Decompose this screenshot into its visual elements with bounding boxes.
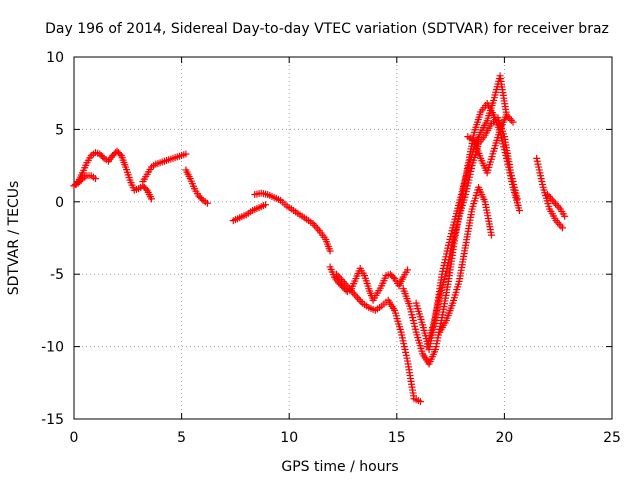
x-tick-label: 25 [603,430,621,446]
data-point [354,294,362,302]
x-tick-label: 15 [388,430,406,446]
data-point [557,222,565,230]
data-point [203,199,211,207]
y-tick-label: 10 [46,50,64,66]
data-point [142,185,150,193]
data-point [513,195,521,203]
data-point [147,195,155,203]
data-point [326,247,334,255]
data-point [555,220,563,228]
x-tick-label: 20 [495,430,513,446]
data-point [314,225,322,233]
data-point [548,196,556,204]
data-point [182,150,190,158]
data-point [99,153,107,161]
data-point [310,221,318,229]
data-point [550,198,558,206]
data-point [347,286,355,294]
data-point [561,212,569,220]
chart-title: Day 196 of 2014, Sidereal Day-to-day VTE… [45,21,609,37]
data-point [92,175,100,183]
y-tick-label: 5 [55,122,64,138]
data-point [552,200,560,208]
x-tick-label: 5 [177,430,186,446]
data-point [312,223,320,231]
data-point [559,224,567,232]
data-point [553,201,561,209]
x-axis-label: GPS time / hours [281,459,398,475]
y-tick-label: 0 [55,195,64,211]
data-point [487,231,495,239]
data-point [357,297,365,305]
grid-lines [74,57,612,419]
data-point [509,118,517,126]
data-point [116,150,124,158]
data-point [77,176,85,184]
data-point [515,206,523,214]
axis-ticks: 0 5 10 15 20 25 -15 -10 -5 0 5 10 [41,50,621,446]
data-point [355,296,363,304]
y-tick-label: -15 [41,412,64,428]
x-tick-label: 10 [280,430,298,446]
data-points [70,72,569,406]
y-tick-label: -5 [50,267,64,283]
data-point [389,273,397,281]
x-tick-label: 0 [70,430,79,446]
data-point [262,201,270,209]
data-point [198,195,206,203]
data-point [416,398,424,406]
data-point [506,115,514,123]
y-axis-label: SDTVAR / TECUs [6,181,22,296]
plot-frame [73,56,613,420]
data-point [352,292,360,300]
data-point [404,266,412,274]
y-tick-label: -10 [41,340,64,356]
